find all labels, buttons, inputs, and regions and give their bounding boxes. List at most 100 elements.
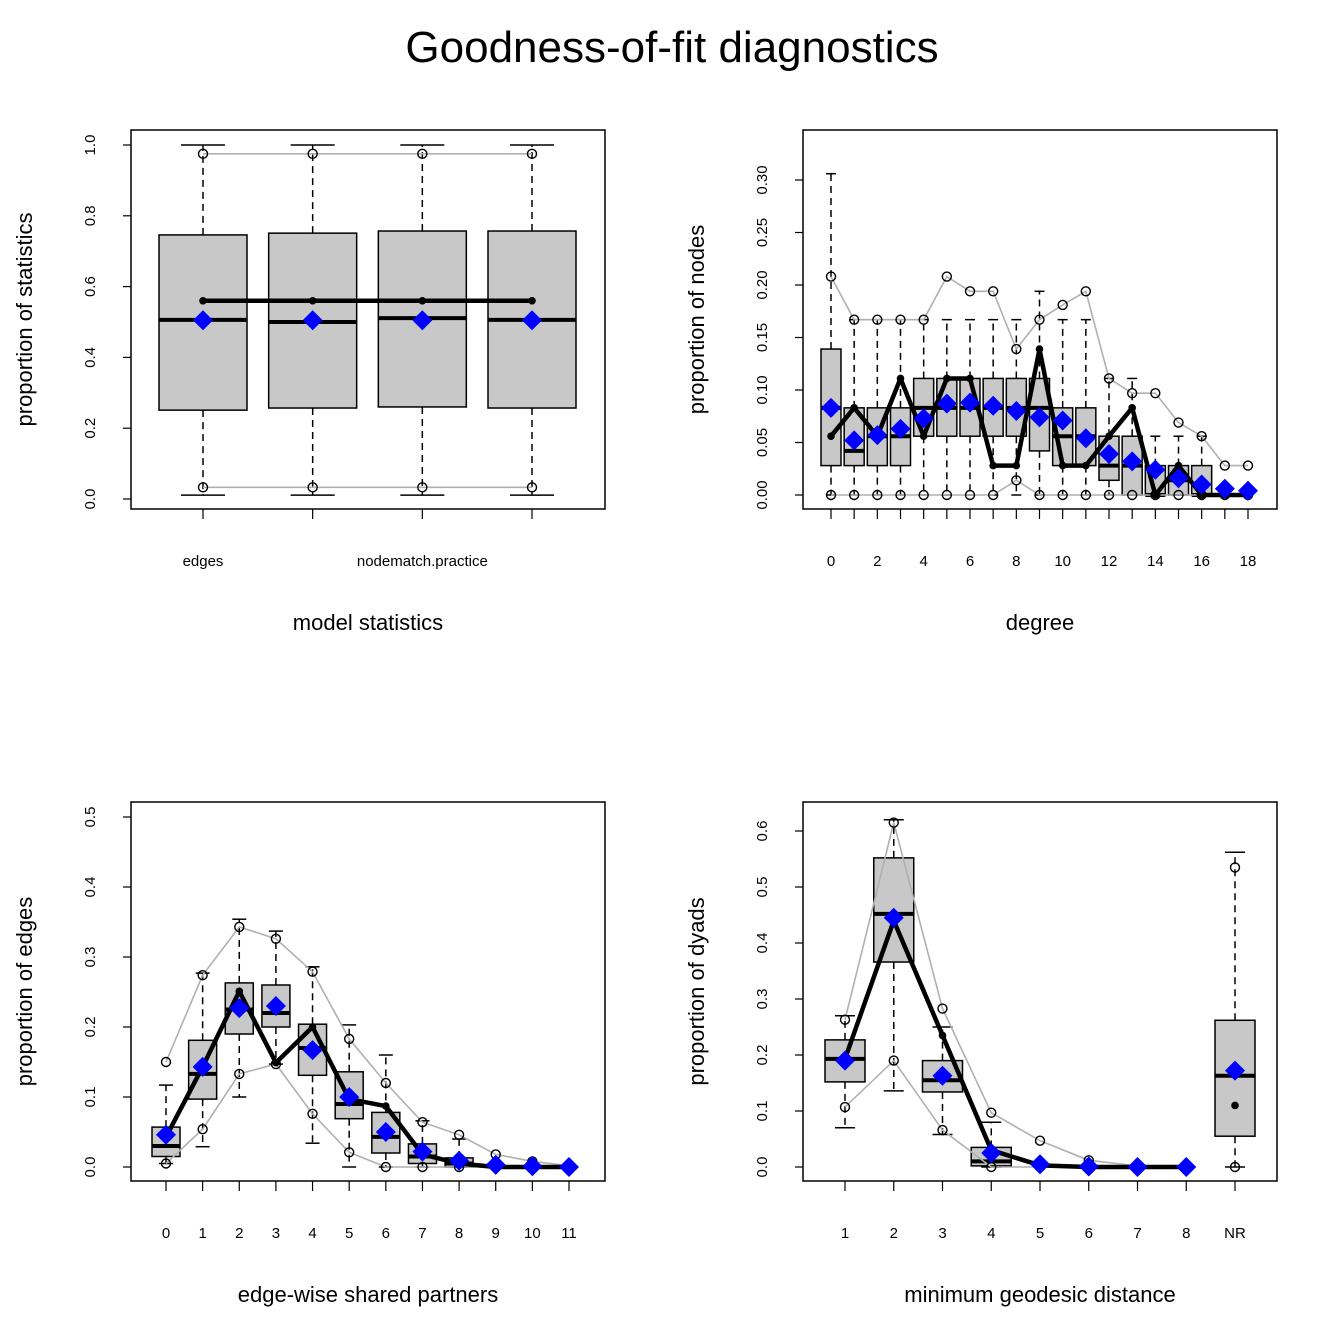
mean-diamond bbox=[192, 1056, 213, 1077]
mean-diamond bbox=[156, 1124, 176, 1145]
x-tick-label: 2 bbox=[890, 1225, 898, 1242]
mean-diamond bbox=[229, 998, 250, 1019]
sim-lower-point bbox=[197, 1123, 208, 1135]
mean-diamond bbox=[983, 395, 1004, 416]
sim-upper-point bbox=[526, 148, 538, 160]
sim-upper-point bbox=[453, 1129, 465, 1141]
sim-lower-point bbox=[1057, 489, 1068, 501]
y-tick-label: 1.0 bbox=[82, 135, 99, 156]
sim-upper-line bbox=[830, 275, 1248, 467]
y-tick-label: 0.6 bbox=[754, 821, 771, 842]
observed-point bbox=[1151, 491, 1160, 499]
sim-upper-point bbox=[872, 314, 883, 325]
y-tick-label: 0.6 bbox=[82, 276, 99, 297]
y-tick-label: 0.4 bbox=[754, 933, 771, 954]
mean-diamond bbox=[1122, 451, 1143, 472]
observed-point bbox=[1174, 461, 1183, 470]
observed-point bbox=[850, 404, 858, 412]
sim-upper-point bbox=[987, 286, 999, 297]
observed-point bbox=[938, 1031, 947, 1040]
y-tick-label: 0.10 bbox=[754, 375, 771, 404]
sim-lower-point bbox=[1011, 475, 1022, 486]
x-tick-label: 1 bbox=[198, 1225, 206, 1242]
x-tick-label: 11 bbox=[561, 1225, 577, 1242]
mean-diamond bbox=[375, 1122, 396, 1142]
x-tick-label: 9 bbox=[492, 1225, 500, 1242]
sim-lower-point bbox=[964, 489, 976, 501]
x-tick-label: edges bbox=[183, 553, 224, 570]
x-tick-label: 5 bbox=[345, 1225, 353, 1242]
x-tick-label: 4 bbox=[987, 1225, 995, 1242]
y-tick-label: 0.20 bbox=[754, 270, 771, 299]
mean-diamond bbox=[522, 1156, 543, 1177]
x-axis-label: minimum geodesic distance bbox=[904, 1282, 1175, 1307]
sim-upper-point bbox=[937, 1003, 948, 1014]
x-tick-label: 2 bbox=[873, 553, 881, 570]
y-tick-label: 0.0 bbox=[82, 489, 99, 510]
plot-frame bbox=[130, 129, 606, 510]
x-tick-label: 10 bbox=[524, 1225, 541, 1242]
sim-lower-point bbox=[872, 489, 883, 501]
mean-diamond bbox=[1176, 1157, 1197, 1177]
mean-diamond bbox=[1075, 428, 1096, 449]
panel-3: 0.0 0.1 0.2 0.3 0.4 0.5 0 1 2 3 4 5 6 7 8 9 10 11 edge-wis… bbox=[12, 801, 606, 1307]
x-tick-label: NR bbox=[1224, 1225, 1246, 1242]
mean-diamond bbox=[1099, 444, 1119, 465]
sim-upper-point bbox=[197, 970, 208, 981]
y-tick-label: 0.15 bbox=[754, 323, 771, 352]
sim-upper-point bbox=[848, 314, 860, 325]
y-tick-label: 0.5 bbox=[82, 807, 99, 828]
y-tick-label: 0.1 bbox=[754, 1101, 771, 1122]
mean-diamond bbox=[1168, 468, 1189, 489]
panel-1: 0.0 0.2 0.4 0.6 0.8 1.0 edges nodematch.practic… bbox=[12, 129, 606, 635]
x-tick-label: 2 bbox=[235, 1225, 243, 1242]
mean-diamond bbox=[867, 425, 888, 446]
observed-point bbox=[1058, 461, 1067, 470]
sim-upper-point bbox=[895, 314, 906, 325]
observed-point bbox=[235, 987, 244, 996]
sim-upper-point bbox=[197, 148, 209, 160]
sim-lower-point bbox=[848, 489, 860, 501]
x-axis-label: degree bbox=[1006, 610, 1075, 635]
mean-diamond bbox=[890, 418, 911, 439]
sim-upper-point bbox=[234, 921, 245, 933]
observed-point bbox=[1035, 345, 1044, 353]
panel-4: 0.0 0.1 0.2 0.3 0.4 0.5 0.6 1 2 3 4 5 6 7 8 NR minimum g… bbox=[684, 801, 1278, 1307]
observed-point bbox=[1082, 461, 1090, 470]
observed-point bbox=[272, 1058, 280, 1067]
sim-lower-point bbox=[1229, 1161, 1241, 1173]
x-tick-label: 7 bbox=[418, 1225, 426, 1242]
sim-upper-point bbox=[380, 1077, 392, 1089]
sim-upper-point bbox=[941, 271, 953, 282]
observed-point bbox=[919, 432, 928, 441]
observed-point bbox=[966, 374, 974, 383]
sim-lower-point bbox=[307, 1108, 318, 1120]
y-axis-label: proportion of statistics bbox=[12, 213, 37, 427]
observed-point bbox=[1128, 404, 1136, 412]
x-tick-label: 10 bbox=[1054, 553, 1071, 570]
sim-upper-point bbox=[1034, 1135, 1046, 1146]
sim-upper-point bbox=[1196, 431, 1207, 442]
mean-diamond bbox=[1238, 480, 1258, 501]
sim-lower-point bbox=[888, 1055, 899, 1066]
sim-upper-point bbox=[160, 1056, 172, 1068]
sim-upper-line bbox=[165, 925, 570, 1167]
x-tick-label: 4 bbox=[308, 1225, 316, 1242]
sim-lower-point bbox=[160, 1158, 172, 1169]
plot-frame bbox=[130, 801, 606, 1182]
mean-diamond bbox=[265, 996, 286, 1016]
y-tick-label: 0.30 bbox=[754, 165, 771, 194]
mean-diamond bbox=[302, 310, 323, 331]
sim-upper-point bbox=[1173, 417, 1184, 428]
y-tick-label: 0.0 bbox=[82, 1157, 99, 1178]
observed-point bbox=[528, 296, 536, 305]
y-axis-label: proportion of edges bbox=[12, 897, 37, 1087]
observed-point bbox=[1105, 432, 1113, 441]
mean-diamond bbox=[1052, 410, 1073, 431]
sim-upper-point bbox=[986, 1107, 997, 1118]
x-tick-label: 16 bbox=[1193, 553, 1210, 570]
sim-upper-point bbox=[1034, 314, 1045, 325]
sim-upper-point bbox=[270, 933, 282, 944]
